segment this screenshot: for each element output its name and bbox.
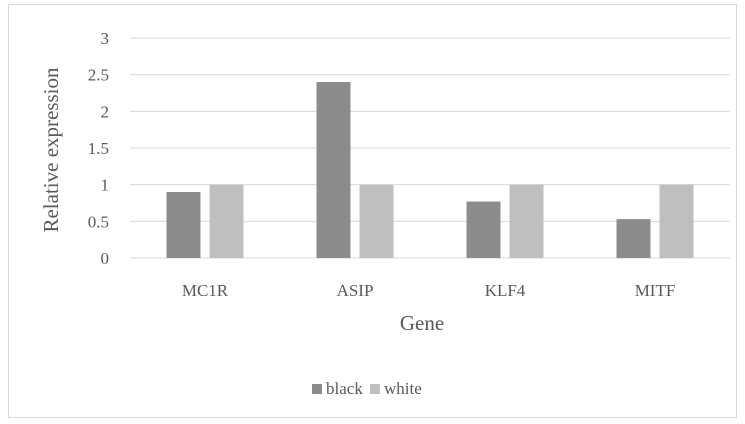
bar-white-asip xyxy=(359,184,394,258)
y-tick-label: 3 xyxy=(101,29,110,48)
y-tick-label: 2.5 xyxy=(88,66,109,85)
y-tick-label: 1 xyxy=(101,176,110,195)
bar-white-mitf xyxy=(659,184,694,258)
bar-white-klf4 xyxy=(509,184,544,258)
bar-black-mc1r xyxy=(166,192,201,258)
bar-black-mitf xyxy=(616,219,651,258)
x-category-label: MC1R xyxy=(182,281,229,300)
y-tick-label: 1.5 xyxy=(88,139,109,158)
x-category-label: MITF xyxy=(635,281,676,300)
y-axis-title: Relative expression xyxy=(39,67,63,233)
y-tick-label: 0 xyxy=(101,249,110,268)
y-tick-label: 2 xyxy=(101,102,110,121)
y-tick-labels: 0 0.5 1 1.5 2 2.5 3 xyxy=(88,29,109,268)
bars xyxy=(166,82,694,258)
y-tick-label: 0.5 xyxy=(88,212,109,231)
x-category-label: ASIP xyxy=(337,281,374,300)
legend-label-white: white xyxy=(384,379,422,398)
legend-swatch-white xyxy=(370,384,380,394)
x-category-labels: MC1R ASIP KLF4 MITF xyxy=(182,281,675,300)
bar-black-asip xyxy=(316,82,351,258)
x-category-label: KLF4 xyxy=(485,281,526,300)
bar-white-mc1r xyxy=(209,184,244,258)
legend-label-black: black xyxy=(326,379,363,398)
bar-black-klf4 xyxy=(466,201,501,258)
x-axis-title: Gene xyxy=(400,311,444,335)
legend: black white xyxy=(312,379,422,398)
legend-swatch-black xyxy=(312,384,322,394)
